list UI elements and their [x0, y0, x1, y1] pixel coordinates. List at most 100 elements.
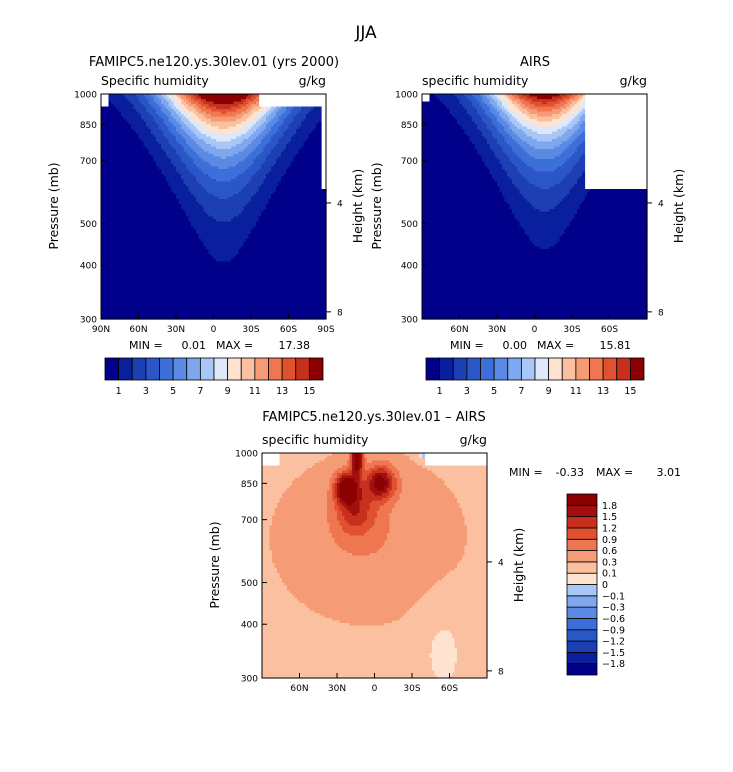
field-cell [156, 121, 160, 125]
field-cell [173, 176, 177, 180]
field-cell [213, 134, 217, 138]
field-cell [101, 181, 105, 185]
field-cell [153, 174, 157, 178]
field-cell [126, 94, 130, 98]
field-cell [306, 169, 310, 173]
field-cell [251, 121, 255, 125]
field-cell [176, 114, 180, 118]
field-cell [153, 191, 157, 195]
field-cell [303, 131, 307, 135]
field-cell [171, 129, 175, 133]
field-cell [113, 196, 117, 200]
field-cell [193, 136, 197, 140]
field-cell [148, 154, 152, 158]
field-cell [311, 166, 315, 170]
field-cell [248, 96, 252, 100]
field-cell [133, 171, 137, 175]
field-cell [213, 151, 217, 155]
field-cell [208, 131, 212, 135]
field-cell [296, 131, 300, 135]
field-cell [218, 119, 222, 123]
field-cell [163, 151, 167, 155]
field-cell [253, 191, 257, 195]
field-cell [171, 151, 175, 155]
field-cell [141, 184, 145, 188]
field-cell [266, 146, 270, 150]
field-cell [211, 196, 215, 200]
field-cell [186, 134, 190, 138]
field-cell [128, 174, 132, 178]
field-cell [183, 119, 187, 123]
field-cell [196, 141, 200, 145]
field-cell [306, 146, 310, 150]
field-cell [241, 179, 245, 183]
field-cell [221, 191, 225, 195]
field-cell [163, 194, 167, 198]
field-cell [146, 141, 150, 145]
field-cell [288, 184, 292, 188]
field-cell [201, 161, 205, 165]
field-cell [103, 116, 107, 120]
field-cell [251, 186, 255, 190]
field-cell [283, 159, 287, 163]
field-cell [133, 121, 137, 125]
field-cell [278, 164, 282, 168]
field-cell [161, 136, 165, 140]
field-cell [193, 174, 197, 178]
field-cell [136, 136, 140, 140]
field-cell [106, 156, 110, 160]
field-cell [121, 116, 125, 120]
field-cell [253, 156, 257, 160]
field-cell [198, 176, 202, 180]
field-cell [136, 196, 140, 200]
field-cell [161, 156, 165, 160]
field-cell [186, 131, 190, 135]
field-cell [243, 96, 247, 100]
field-cell [166, 156, 170, 160]
field-cell [248, 114, 252, 118]
field-cell [171, 114, 175, 118]
field-cell [293, 111, 297, 115]
field-cell [153, 196, 157, 200]
field-cell [186, 96, 190, 100]
field-cell [318, 131, 322, 135]
field-cell [188, 189, 192, 193]
field-cell [211, 94, 215, 98]
field-cell [118, 131, 122, 135]
field-cell [201, 104, 205, 108]
field-cell [143, 189, 147, 193]
field-cell [196, 119, 200, 123]
field-cell [246, 186, 250, 190]
field-cell [233, 181, 237, 185]
field-cell [208, 106, 212, 110]
field-cell [116, 164, 120, 168]
field-cell [306, 194, 310, 198]
field-cell [218, 166, 222, 170]
field-cell [218, 139, 222, 143]
field-cell [201, 139, 205, 143]
field-cell [113, 106, 117, 110]
field-cell [288, 181, 292, 185]
field-cell [246, 114, 250, 118]
field-cell [273, 186, 277, 190]
field-cell [293, 181, 297, 185]
field-cell [318, 106, 322, 110]
field-cell [313, 131, 317, 135]
field-cell [231, 169, 235, 173]
field-cell [193, 179, 197, 183]
field-cell [193, 139, 197, 143]
field-cell [158, 109, 162, 113]
field-cell [191, 179, 195, 183]
field-cell [271, 184, 275, 188]
field-cell [106, 139, 110, 143]
field-cell [193, 169, 197, 173]
field-cell [308, 194, 312, 198]
field-cell [241, 101, 245, 105]
field-cell [311, 189, 315, 193]
field-cell [183, 164, 187, 168]
field-cell [141, 146, 145, 150]
field-cell [306, 121, 310, 125]
field-cell [193, 111, 197, 115]
field-cell [213, 106, 217, 110]
field-cell [288, 121, 292, 125]
